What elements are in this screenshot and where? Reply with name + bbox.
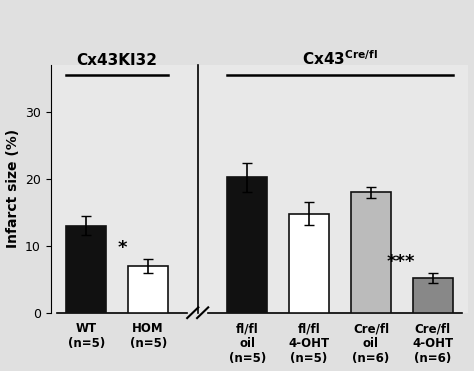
Bar xyxy=(289,214,329,313)
Bar xyxy=(227,177,267,313)
Bar xyxy=(413,278,453,313)
Text: Cx43KI32: Cx43KI32 xyxy=(77,53,158,68)
Text: *: * xyxy=(118,239,127,257)
Bar xyxy=(351,192,391,313)
Bar xyxy=(128,266,168,313)
Text: ***: *** xyxy=(386,253,415,271)
Y-axis label: Infarct size (%): Infarct size (%) xyxy=(6,129,19,248)
Text: Cx43$\mathbf{^{Cre/fl}}$: Cx43$\mathbf{^{Cre/fl}}$ xyxy=(302,50,378,68)
Bar xyxy=(66,226,106,313)
